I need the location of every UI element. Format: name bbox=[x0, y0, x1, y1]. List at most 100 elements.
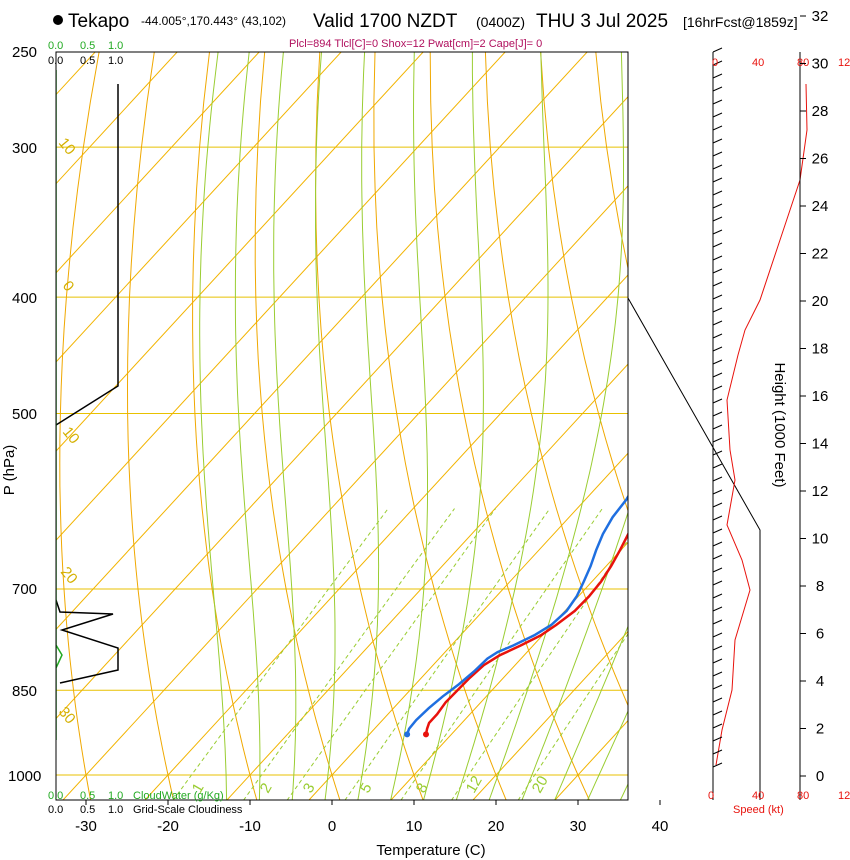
cloud-scale-top-black-2: 1.0 bbox=[108, 55, 123, 67]
moist-adiabat bbox=[273, 52, 297, 800]
cloud-scale-top-black-0: 0.0 bbox=[48, 55, 63, 67]
wind-barb bbox=[712, 593, 723, 599]
wind-barb bbox=[712, 489, 723, 495]
dry-adiabat bbox=[192, 52, 258, 800]
mixing-ratio-label: 8 bbox=[413, 780, 432, 796]
p-tick-500: 500 bbox=[12, 406, 37, 423]
wind-barb bbox=[712, 307, 723, 313]
p-tick-1000: 1000 bbox=[8, 768, 41, 785]
wind-barb bbox=[712, 151, 723, 157]
dry-adiabat bbox=[484, 52, 628, 707]
speed-tick-bottom-0: 0 bbox=[708, 790, 714, 802]
terrain-boundary bbox=[627, 52, 761, 800]
cloud-scale-top-0: 0.0 bbox=[48, 40, 63, 52]
isotherm bbox=[56, 52, 260, 274]
p-tick-850: 850 bbox=[12, 683, 37, 700]
isotherm bbox=[56, 52, 588, 631]
x-tick-label: 30 bbox=[570, 818, 587, 835]
height-tick-label: 0 bbox=[816, 768, 824, 785]
speed-tick-bottom-40: 40 bbox=[752, 790, 764, 802]
isotherm bbox=[554, 719, 628, 800]
x-tick-label: 20 bbox=[488, 818, 505, 835]
moist-adiabat bbox=[422, 52, 484, 800]
wind-barb bbox=[712, 632, 723, 638]
cloudwater-label: CloudWater (g/Kg) bbox=[133, 790, 224, 802]
wind-barb bbox=[712, 567, 723, 573]
temperature-surface-point bbox=[422, 731, 429, 738]
wind-barb bbox=[712, 528, 723, 534]
wind-barb bbox=[712, 190, 723, 196]
wind-barb bbox=[712, 697, 723, 703]
wind-barb bbox=[712, 346, 723, 352]
moist-adiabat bbox=[554, 625, 628, 800]
dry-adiabat bbox=[126, 52, 175, 800]
wind-barb bbox=[712, 138, 723, 144]
height-tick-label: 4 bbox=[816, 673, 824, 690]
wind-speed-profile bbox=[715, 83, 808, 766]
valid-date: THU 3 Jul 2025 bbox=[536, 11, 668, 32]
plot-frame bbox=[55, 51, 629, 801]
moist-adiabat bbox=[315, 52, 336, 800]
height-tick-label: 24 bbox=[812, 198, 829, 215]
x-tick-label: -10 bbox=[239, 818, 261, 835]
wind-barb bbox=[712, 60, 723, 66]
wind-barb bbox=[712, 658, 723, 664]
isotherm bbox=[0, 0, 38, 800]
isotherm bbox=[56, 96, 628, 720]
cloud-scale-top-2: 1.0 bbox=[108, 40, 123, 52]
wind-barb bbox=[712, 294, 723, 300]
wind-barb bbox=[712, 398, 723, 404]
mixing-ratio-line bbox=[243, 508, 455, 800]
wind-barb bbox=[712, 645, 723, 651]
cloud-scale-top-1: 0.5 bbox=[80, 40, 95, 52]
p-tick-300: 300 bbox=[12, 140, 37, 157]
p-tick-250: 250 bbox=[12, 44, 37, 61]
dry-adiabat bbox=[0, 0, 20, 800]
isotherm-label: 10 bbox=[55, 135, 79, 159]
forecast-run: [16hrFcst@1859z] bbox=[683, 14, 798, 30]
cloudiness-profile bbox=[56, 84, 119, 684]
isotherm-label: 0 bbox=[59, 278, 77, 295]
speed-tick-top-120: 12 bbox=[838, 57, 850, 69]
mixing-ratio-label: 3 bbox=[300, 780, 319, 796]
isotherm bbox=[56, 52, 178, 185]
speed-tick-bottom-80: 80 bbox=[797, 790, 809, 802]
wind-barb bbox=[712, 424, 723, 430]
stability-indices: Plcl=894 Tlcl[C]=0 Shox=12 Pwat[cm]=2 Ca… bbox=[289, 38, 542, 50]
cloud-scale-bottom: 0.0 0.5 1.0 CloudWater (g/Kg) 0.0 0.5 1.… bbox=[48, 790, 243, 816]
moist-adiabat bbox=[357, 52, 380, 800]
wind-barb bbox=[712, 320, 723, 326]
wind-barb bbox=[712, 606, 723, 612]
height-tick-label: 16 bbox=[812, 388, 829, 405]
wind-barb bbox=[712, 749, 723, 755]
mixing-ratio-label: 20 bbox=[529, 773, 552, 796]
wind-barb bbox=[712, 229, 723, 235]
wind-barb bbox=[712, 541, 723, 547]
x-tick-label: -30 bbox=[75, 818, 97, 835]
isotherm bbox=[226, 363, 628, 800]
x-tick-label: 40 bbox=[652, 818, 669, 835]
isotherm bbox=[56, 52, 506, 541]
speed-tick-bottom-120: 12 bbox=[838, 790, 850, 802]
x-tick-label: -20 bbox=[157, 818, 179, 835]
moist-adiabat bbox=[455, 52, 549, 800]
speed-tick-top-40: 40 bbox=[752, 57, 764, 69]
wind-barb bbox=[712, 450, 723, 456]
wind-barb bbox=[712, 268, 723, 274]
wind-barb bbox=[712, 203, 723, 209]
y-axis-label: P (hPa) bbox=[1, 445, 18, 496]
height-wind-panel bbox=[627, 47, 808, 800]
height-tick-label: 14 bbox=[812, 436, 829, 453]
x-tick-label: 10 bbox=[406, 818, 423, 835]
isotherm bbox=[144, 274, 628, 800]
wind-barb bbox=[712, 372, 723, 378]
wind-barb bbox=[712, 502, 723, 508]
moist-adiabat bbox=[488, 52, 624, 800]
dry-adiabat-label: 20 bbox=[690, 389, 714, 413]
p-tick-700: 700 bbox=[12, 581, 37, 598]
p-tick-400: 400 bbox=[12, 290, 37, 307]
wind-barb bbox=[712, 385, 723, 391]
cloud-scale-bottom-1: 0.5 bbox=[80, 790, 95, 802]
